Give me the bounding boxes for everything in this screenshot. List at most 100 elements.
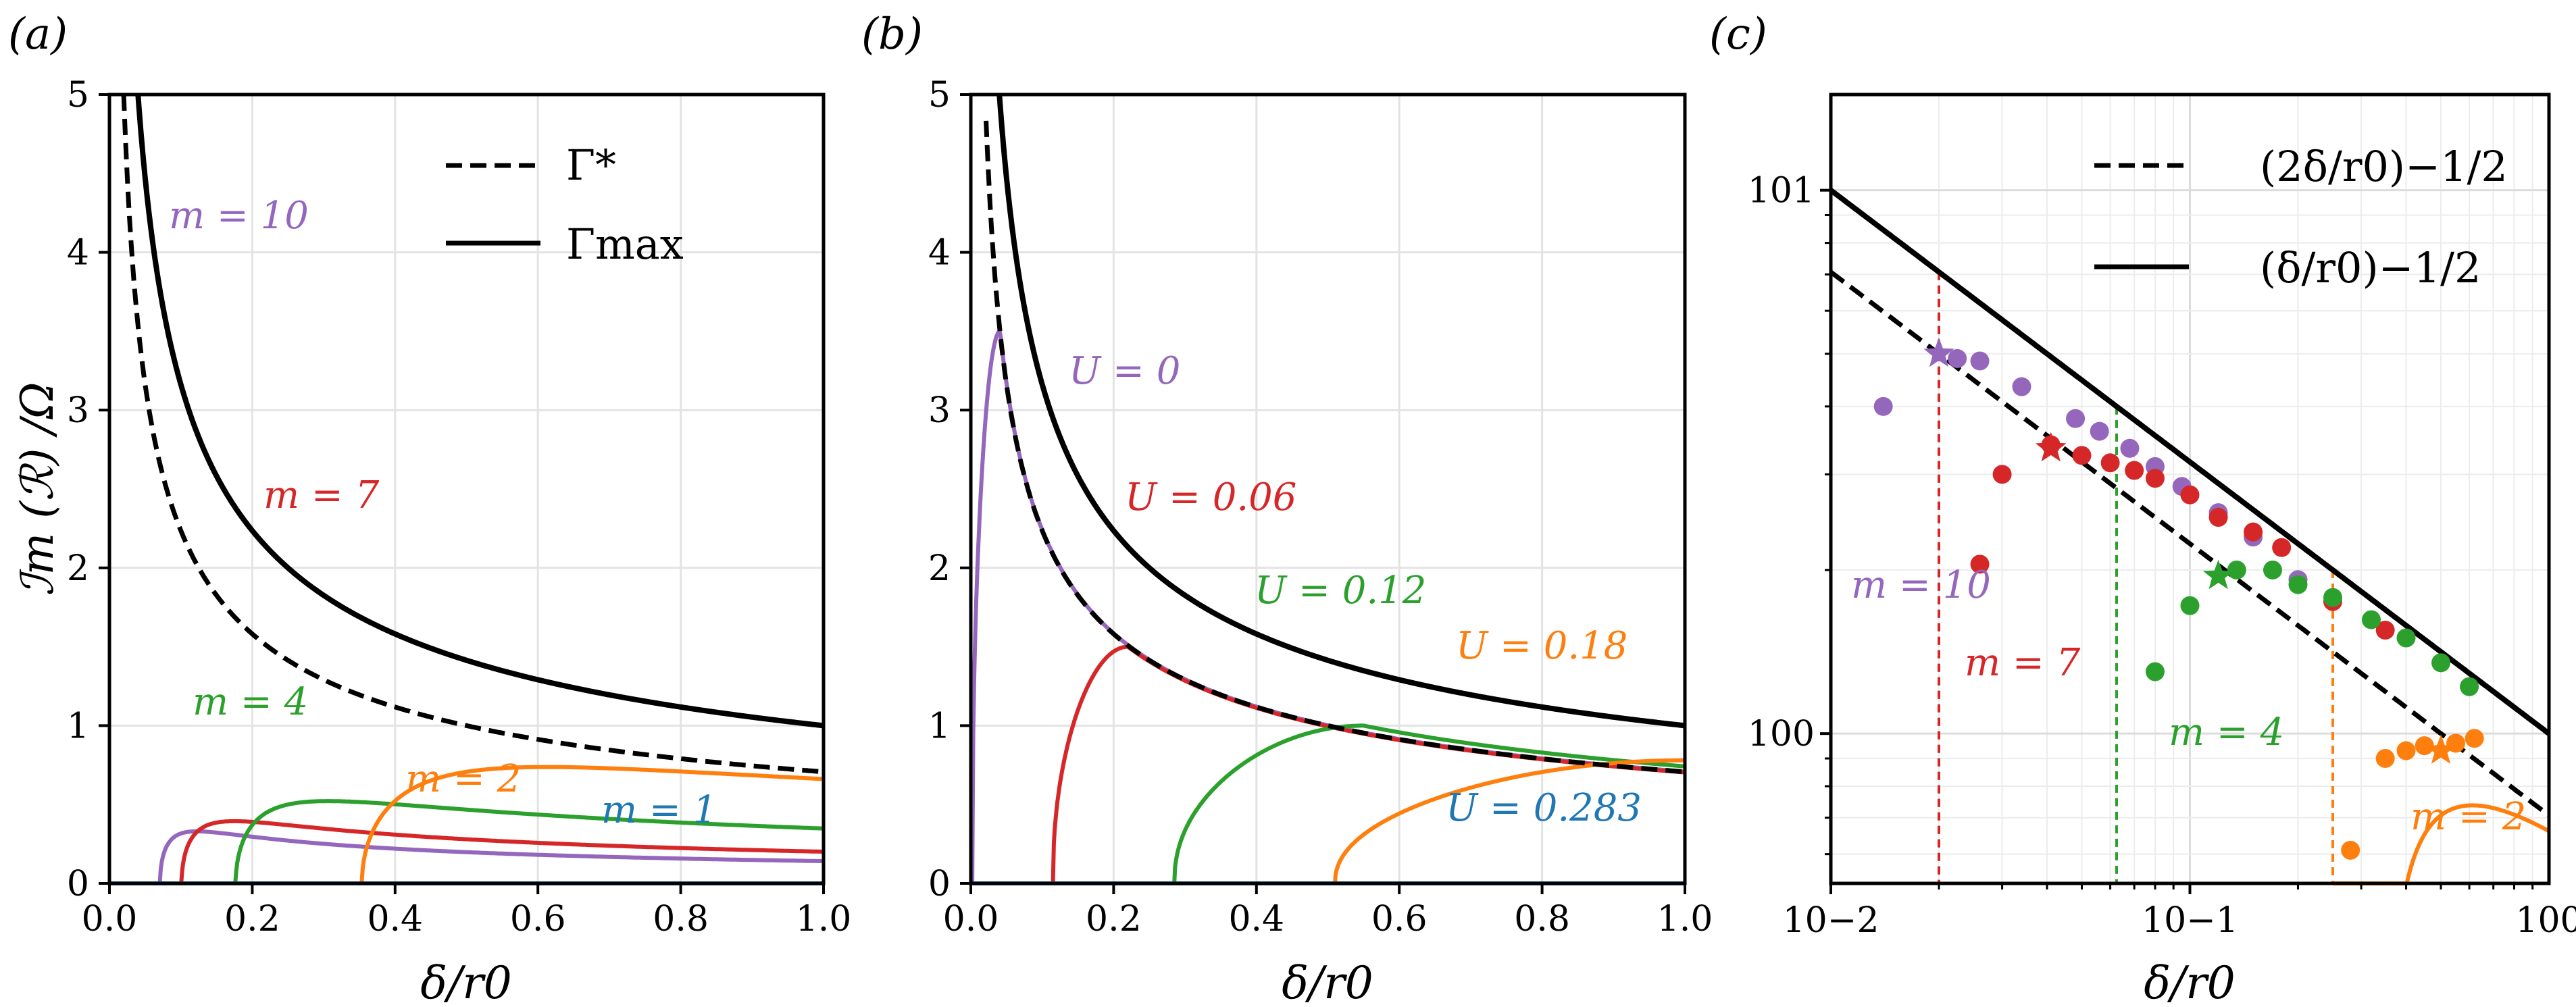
data-point-m-4 — [2323, 588, 2343, 607]
y-tick-label: 1 — [67, 706, 89, 746]
y-tick-label: 5 — [928, 75, 951, 115]
data-point-m-10 — [2120, 438, 2140, 458]
y-tick-label: 1 — [928, 706, 951, 746]
data-point-m-7 — [2125, 461, 2144, 480]
y-tick-label: 2 — [67, 548, 89, 589]
series-line-m-7 — [107, 819, 825, 885]
data-point-m-7 — [2208, 508, 2228, 527]
x-tick-label: 0.6 — [510, 899, 566, 939]
series-label-u-2: U = 0.12 — [1255, 569, 1426, 613]
data-point-m-4 — [2145, 662, 2165, 681]
gamma-max-curve — [996, 94, 1686, 729]
panel-a-xlabel: δ/r0 — [420, 957, 512, 1007]
gamma-star-curve — [984, 120, 1686, 775]
x-tick-label: 0.8 — [1514, 899, 1570, 939]
series-label-m-4: m = 4 — [2169, 711, 2284, 754]
data-point-m-10 — [1970, 351, 1990, 371]
x-tick-label: 0.4 — [367, 899, 423, 939]
legend-two-delta-label: (2δ/r0)−1/2 — [2260, 142, 2508, 191]
panel-a-frame — [107, 93, 826, 885]
series-line-u-2 — [971, 723, 1686, 885]
series-label-u-1: U = 0.06 — [1125, 475, 1296, 519]
panel-b: (b) 0.0 0.2 0.4 0.6 0.8 1.0 0 1 2 3 4 5 U = 0 U = 0.… — [861, 9, 1713, 1007]
x-tick-label: 0.6 — [1371, 899, 1428, 939]
data-point-m-10 — [2012, 377, 2031, 396]
y-tick-label: 101 — [1748, 171, 1815, 211]
series-label-m-2: m = 2 — [2410, 795, 2526, 839]
gamma-star-curve — [121, 94, 824, 775]
panel-a-ylabel: ℐm (ℛ) /Ω — [11, 382, 64, 596]
peak-star-m-10 — [1923, 337, 1954, 367]
gamma-max-curve — [135, 94, 824, 729]
x-tick-label: 0.0 — [943, 899, 999, 939]
y-tick-label: 100 — [1748, 714, 1815, 754]
panel-b-curves — [970, 94, 1687, 885]
data-point-m-4 — [2227, 560, 2246, 579]
peak-star-m-2 — [2425, 734, 2456, 764]
delta-reference-line — [1829, 188, 2551, 736]
y-tick-label: 5 — [67, 75, 89, 115]
data-point-m-7 — [2244, 522, 2263, 542]
data-point-m-7 — [2375, 621, 2395, 640]
panel-c-series-labels: m = 10 m = 7 m = 4 m = 2 — [1851, 563, 2526, 839]
legend-delta-label: (δ/r0)−1/2 — [2260, 243, 2481, 292]
data-point-m-4 — [2431, 653, 2451, 673]
y-tick-label: 3 — [928, 390, 951, 431]
data-point-m-7 — [2145, 469, 2165, 488]
panel-a: (a) 0.0 0.2 0.4 0.6 0.8 1.0 0 1 2 3 4 5 m = 10 m = 7… — [8, 9, 851, 1007]
panel-b-xlabel: δ/r0 — [1282, 957, 1373, 1007]
data-point-m-4 — [2263, 560, 2282, 579]
y-tick-label: 4 — [67, 233, 89, 274]
data-point-m-7 — [2272, 538, 2292, 557]
x-tick-label: 1.0 — [1657, 899, 1713, 939]
legend-gamma-max-label: Γmax — [566, 220, 684, 269]
x-tick-label: 0.0 — [82, 899, 138, 939]
data-point-m-2 — [2396, 741, 2416, 760]
data-point-m-10 — [2066, 409, 2086, 428]
series-label-m-4: m = 4 — [193, 680, 308, 724]
panel-a-label: (a) — [8, 9, 68, 59]
peak-star-m-4 — [2202, 559, 2234, 590]
data-point-m-10 — [2090, 421, 2109, 441]
x-tick-label: 0.2 — [1086, 899, 1142, 939]
y-tick-label: 3 — [67, 390, 89, 431]
data-point-m-4 — [2460, 677, 2479, 696]
x-tick-label: 0.4 — [1228, 899, 1284, 939]
series-label-m-10: m = 10 — [1851, 563, 1991, 607]
panel-a-series-labels: m = 10 m = 7 m = 4 m = 2 m = 1 — [169, 194, 717, 832]
data-point-m-2 — [2465, 729, 2484, 748]
series-label-m-10: m = 10 — [169, 194, 309, 238]
x-tick-label: 10−1 — [2142, 900, 2238, 941]
series-line-m-10 — [107, 829, 825, 885]
data-point-m-4 — [2396, 628, 2416, 648]
y-tick-label: 4 — [928, 233, 951, 274]
data-point-m-7 — [1992, 465, 2012, 484]
panel-b-ticks: 0.0 0.2 0.4 0.6 0.8 1.0 0 1 2 3 4 5 — [928, 75, 1713, 939]
data-point-m-7 — [2180, 485, 2200, 505]
data-point-m-2 — [2341, 840, 2360, 860]
data-point-m-7 — [1970, 554, 1990, 574]
panel-c-label: (c) — [1709, 9, 1767, 59]
series-label-m-2: m = 2 — [405, 757, 521, 801]
x-tick-label: 0.2 — [224, 899, 280, 939]
series-label-m-7: m = 7 — [263, 473, 380, 517]
data-point-m-2 — [2415, 736, 2434, 756]
panel-a-ticks: 0.0 0.2 0.4 0.6 0.8 1.0 0 1 2 3 4 5 — [67, 75, 851, 939]
x-tick-label: 100 — [2515, 900, 2576, 941]
data-point-m-7 — [2072, 446, 2092, 465]
panel-c-ticks: 10−2 10−1 100 100 101 — [1748, 171, 2576, 941]
x-tick-label: 10−2 — [1783, 900, 1879, 941]
data-point-m-4 — [2361, 610, 2381, 629]
legend-gamma-star-label: Γ* — [566, 140, 616, 190]
panel-b-label: (b) — [861, 9, 923, 59]
panel-c-curves — [1829, 188, 2551, 886]
series-label-u-3: U = 0.18 — [1456, 624, 1627, 668]
series-label-m-1: m = 1 — [601, 788, 717, 832]
data-point-m-4 — [2288, 575, 2308, 594]
data-point-m-4 — [2180, 596, 2200, 615]
series-label-u-0: U = 0 — [1069, 349, 1180, 393]
series-label-u-4: U = 0.283 — [1446, 786, 1642, 830]
data-point-m-7 — [2100, 453, 2120, 473]
